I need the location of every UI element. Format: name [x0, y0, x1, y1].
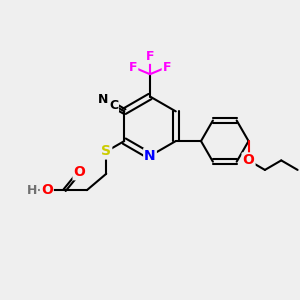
- Text: O: O: [74, 165, 86, 179]
- Text: C: C: [109, 99, 118, 112]
- Text: N: N: [144, 149, 156, 163]
- Text: H: H: [27, 184, 37, 196]
- Text: F: F: [163, 61, 171, 74]
- Text: N: N: [98, 93, 108, 106]
- Text: F: F: [129, 61, 137, 74]
- Text: O: O: [41, 183, 53, 197]
- Text: F: F: [146, 50, 154, 63]
- Text: O: O: [243, 153, 254, 167]
- Text: S: S: [101, 145, 111, 158]
